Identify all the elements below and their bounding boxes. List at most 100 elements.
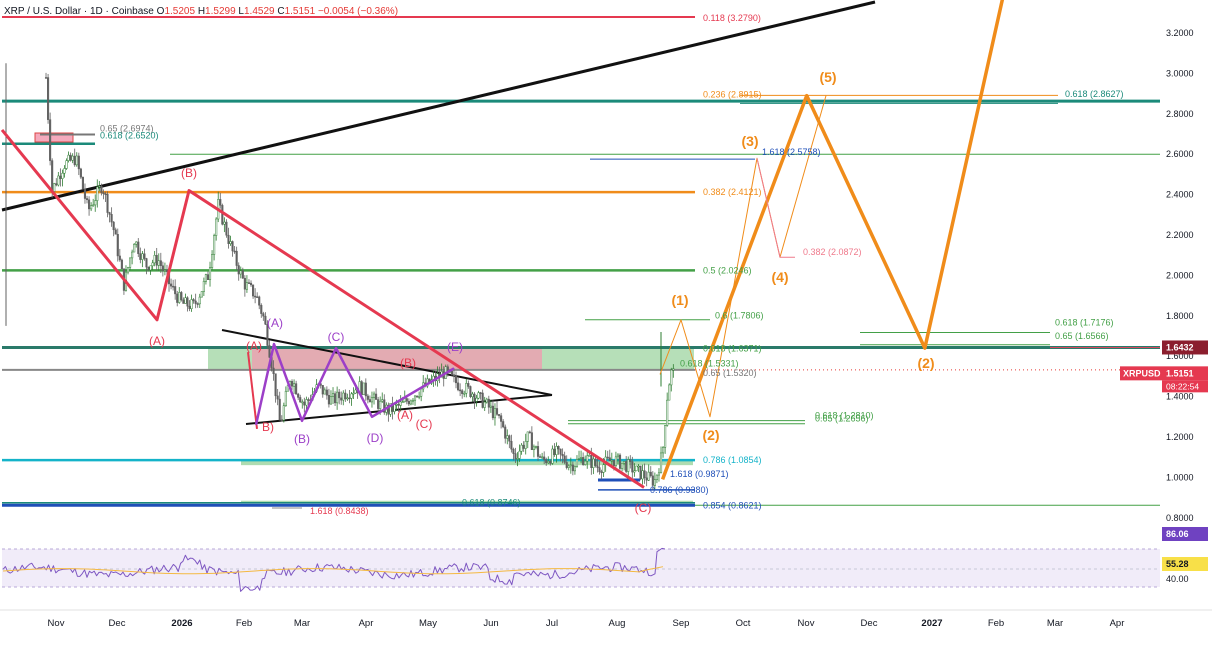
candle-body <box>487 398 490 408</box>
wave-label: (A) <box>267 316 283 330</box>
candle-body <box>133 244 136 253</box>
candle-body <box>586 455 589 462</box>
candle-body <box>598 467 601 473</box>
high-label: H <box>197 6 206 17</box>
price-axis-tick: 2.6000 <box>1166 149 1194 159</box>
candle-body <box>331 393 335 397</box>
wave-label: (E) <box>447 340 463 354</box>
candle-body <box>571 464 574 472</box>
countdown-tag <box>1162 380 1208 393</box>
candle-body <box>457 382 460 391</box>
rsi-ma-line <box>2 566 664 575</box>
candle-body <box>393 404 396 412</box>
candle-body <box>276 395 279 400</box>
wave-label: (2) <box>917 355 934 371</box>
candle-body <box>387 404 390 415</box>
wave-label: (B) <box>181 166 197 180</box>
candle-body <box>590 455 593 468</box>
candle-body <box>372 393 376 398</box>
wave-label: (B) <box>294 432 310 446</box>
candle-body <box>94 200 97 206</box>
candle-body <box>135 241 138 245</box>
candle-body <box>69 154 72 161</box>
candle-body <box>67 154 70 161</box>
candle-body <box>108 212 111 215</box>
candle-body <box>325 389 328 396</box>
candle-body <box>327 394 330 405</box>
low-value: 1.4529 <box>243 6 275 17</box>
candle-body <box>657 472 661 476</box>
candle-body <box>477 392 480 399</box>
candle-body <box>145 258 148 268</box>
candle-body <box>413 395 417 401</box>
candle-body <box>633 470 636 473</box>
wave-red-path <box>0 129 645 489</box>
fib-label: 0.618 (2.6520) <box>100 131 159 141</box>
candle-body <box>192 299 195 302</box>
open-value: 1.5205 <box>164 6 196 17</box>
candle-body <box>112 221 115 231</box>
candle-body <box>377 399 380 409</box>
candle-body <box>610 459 613 462</box>
candle-body <box>582 457 585 465</box>
candle-body <box>364 382 367 397</box>
candle-body <box>334 393 337 404</box>
candle-body <box>567 465 570 468</box>
candle-body <box>452 374 456 377</box>
candle-body <box>659 452 663 474</box>
wave-label: (A) <box>397 408 413 422</box>
marker-1643 <box>1162 340 1208 355</box>
candle-body <box>526 431 529 442</box>
time-axis-tick: Aug <box>609 618 626 629</box>
time-axis-tick: Nov <box>48 618 65 629</box>
fib-label: 0.786 (1.0854) <box>703 455 762 465</box>
candle-body <box>321 385 324 395</box>
candle-body <box>573 466 576 472</box>
candle-body <box>469 386 472 397</box>
candle-body <box>194 300 197 304</box>
candle-body <box>252 284 255 297</box>
candle-body <box>131 251 134 259</box>
fib-label: 0.65 (2.6974) <box>100 124 154 134</box>
time-axis-tick: Oct <box>736 618 751 629</box>
candle-body <box>116 234 119 257</box>
candle-body <box>110 214 113 223</box>
candle-body <box>336 391 339 404</box>
fib-label: 0.65 (1.6566) <box>1055 331 1109 341</box>
candle-body <box>88 199 91 210</box>
candle-body <box>102 192 105 194</box>
candle-body <box>71 155 74 161</box>
candle-body <box>471 393 474 397</box>
candle-body <box>401 401 404 403</box>
fib-label: 0.618 (0.8746) <box>462 498 521 508</box>
rsi-value-tag <box>1162 527 1208 541</box>
time-axis-tick: Jul <box>546 618 558 629</box>
candle-body <box>153 254 156 264</box>
candle-body <box>297 393 300 398</box>
rsi-line <box>2 547 666 592</box>
candle-body <box>575 459 579 467</box>
candle-body <box>510 440 513 450</box>
candle-body <box>245 282 248 290</box>
wave-label: B) <box>262 420 274 434</box>
rsi-band <box>2 549 1162 587</box>
candle-body <box>549 461 552 464</box>
candle-body <box>346 397 349 400</box>
low-label: L <box>238 6 244 17</box>
fib-label: 0.65 (1.5320) <box>703 368 757 378</box>
candle-body <box>643 470 646 479</box>
candle-body <box>126 267 130 273</box>
candle-body <box>627 459 630 472</box>
candle-body <box>479 392 482 394</box>
price-axis-tick: 1.2000 <box>1166 432 1194 442</box>
candle-body <box>524 441 527 449</box>
candle-body <box>541 456 544 459</box>
candle-body <box>198 296 201 305</box>
candle-body <box>219 199 222 206</box>
candle-body <box>274 373 277 397</box>
candle-body <box>532 446 535 451</box>
candle-body <box>178 292 181 303</box>
candle-body <box>360 381 363 395</box>
